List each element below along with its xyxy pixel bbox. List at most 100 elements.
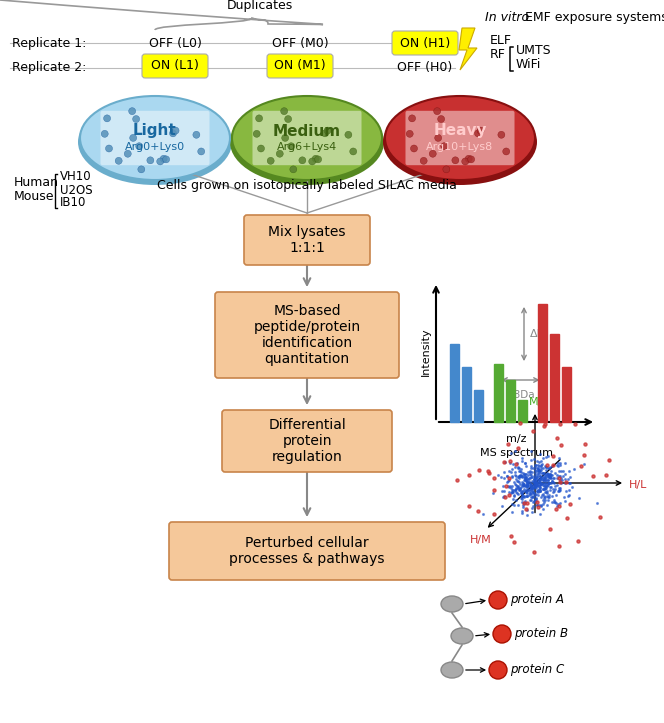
Point <box>535 455 546 466</box>
Point <box>576 461 586 472</box>
Text: Duplicates: Duplicates <box>227 0 293 12</box>
Circle shape <box>408 115 416 122</box>
Point <box>564 466 574 477</box>
Point <box>526 484 537 495</box>
Circle shape <box>256 115 262 122</box>
Circle shape <box>133 116 139 123</box>
Point <box>483 466 493 477</box>
Point <box>519 479 529 491</box>
Circle shape <box>489 661 507 679</box>
Point <box>554 476 565 487</box>
FancyBboxPatch shape <box>215 292 399 378</box>
Point <box>525 476 535 488</box>
Point <box>526 469 537 481</box>
Ellipse shape <box>232 96 382 180</box>
Point <box>544 477 554 489</box>
Circle shape <box>498 132 505 138</box>
Point <box>504 466 515 477</box>
Point <box>543 450 554 462</box>
Point <box>531 460 542 471</box>
Point <box>548 476 558 487</box>
Circle shape <box>489 591 507 609</box>
Point <box>499 457 510 469</box>
Text: Cells grown on isotopically labeled SILAC media: Cells grown on isotopically labeled SILA… <box>157 179 457 192</box>
Point <box>556 474 567 486</box>
Point <box>526 463 537 474</box>
Point <box>542 471 553 482</box>
Point <box>517 476 527 488</box>
Point <box>519 490 529 502</box>
Point <box>539 474 549 485</box>
Circle shape <box>315 156 321 163</box>
Circle shape <box>163 156 169 163</box>
Point <box>535 466 545 477</box>
Point <box>515 483 526 495</box>
Circle shape <box>253 130 260 137</box>
Point <box>579 449 590 461</box>
Point <box>540 483 550 495</box>
Point <box>509 489 519 501</box>
Point <box>514 484 525 496</box>
Point <box>559 457 570 469</box>
Point <box>542 480 552 492</box>
Circle shape <box>129 108 135 115</box>
Point <box>543 474 554 486</box>
Point <box>528 482 539 493</box>
Point <box>540 464 551 476</box>
Point <box>534 466 544 477</box>
Text: WiFi: WiFi <box>516 58 541 71</box>
Circle shape <box>475 130 481 137</box>
Point <box>539 467 549 479</box>
Bar <box>550 334 559 422</box>
Point <box>535 448 545 460</box>
Point <box>547 475 558 487</box>
Point <box>517 471 527 482</box>
Point <box>569 419 580 430</box>
Point <box>505 455 515 466</box>
Point <box>534 500 544 511</box>
FancyBboxPatch shape <box>267 54 333 78</box>
Point <box>539 480 549 492</box>
Point <box>604 454 615 466</box>
Point <box>510 484 521 496</box>
Point <box>519 497 530 509</box>
Text: H/L: H/L <box>629 480 647 490</box>
Point <box>525 482 535 493</box>
Point <box>537 489 547 500</box>
Point <box>507 463 517 475</box>
Point <box>497 480 508 492</box>
Point <box>534 456 544 468</box>
Circle shape <box>115 158 122 164</box>
Point <box>542 467 552 479</box>
Point <box>521 489 532 501</box>
Point <box>553 485 564 497</box>
Circle shape <box>258 145 264 152</box>
Point <box>515 417 526 429</box>
Point <box>538 495 548 506</box>
Point <box>554 484 564 495</box>
Point <box>526 455 537 466</box>
Point <box>522 480 533 492</box>
Point <box>507 484 517 496</box>
Point <box>527 500 538 512</box>
Point <box>529 479 540 490</box>
Point <box>523 481 533 492</box>
Point <box>527 480 538 492</box>
Point <box>511 475 522 487</box>
Point <box>533 464 544 476</box>
Point <box>561 485 572 497</box>
Point <box>533 480 543 492</box>
Text: UMTS: UMTS <box>516 45 552 58</box>
Point <box>547 472 558 484</box>
Point <box>535 472 546 484</box>
Point <box>554 482 564 494</box>
Point <box>572 535 583 547</box>
Text: Human: Human <box>14 176 59 189</box>
Point <box>452 474 462 486</box>
Point <box>558 470 568 482</box>
Point <box>510 469 521 480</box>
Point <box>545 482 556 493</box>
Circle shape <box>299 157 306 164</box>
Point <box>566 481 577 492</box>
Point <box>522 497 533 509</box>
